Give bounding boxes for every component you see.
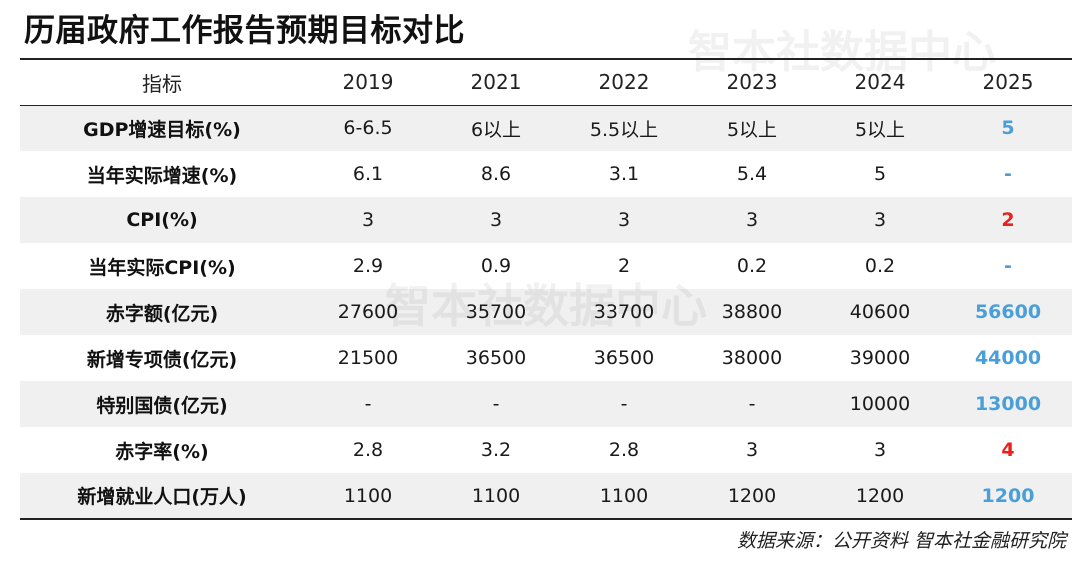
targets-table: 指标 2019 2021 2022 2023 2024 2025 GDP增速目标…	[20, 58, 1072, 520]
table-cell: 27600	[304, 289, 432, 335]
table-row: CPI(%) 3 3 3 3 3 2	[20, 197, 1072, 243]
row-label: 当年实际增速(%)	[86, 164, 238, 187]
table-row: 新增专项债(亿元) 21500 36500 36500 38000 39000 44000	[20, 335, 1072, 381]
table-cell: 3	[560, 197, 688, 243]
table-cell: 1100	[560, 473, 688, 520]
table-cell-2025-highlight: 13000	[944, 381, 1072, 427]
table-cell: 3	[688, 197, 816, 243]
table-cell: 5以上	[688, 105, 816, 151]
table-cell: 2	[617, 255, 631, 277]
table-cell: 1100	[304, 473, 432, 520]
table-cell: 8.6	[480, 163, 512, 185]
row-label: 当年实际CPI(%)	[88, 256, 236, 279]
table-cell: 3	[432, 197, 560, 243]
row-label: CPI(%)	[20, 197, 304, 243]
row-label: 新增专项债(亿元)	[86, 348, 238, 371]
header-indicator: 指标	[20, 58, 304, 106]
table-cell-2025-highlight: -	[1004, 255, 1012, 277]
header-year: 2023	[688, 58, 816, 106]
table-cell: 36500	[465, 347, 527, 369]
table-cell: 36500	[593, 347, 655, 369]
table-cell-2025-highlight: 4	[1001, 439, 1015, 461]
table-cell: 40600	[816, 289, 944, 335]
table-cell: 39000	[849, 347, 911, 369]
row-label: 赤字额(亿元)	[20, 289, 304, 335]
table-cell-2025-highlight: 56600	[944, 289, 1072, 335]
table-cell: 21500	[337, 347, 399, 369]
table-row: 赤字额(亿元) 27600 35700 33700 38800 40600 56600	[20, 289, 1072, 335]
header-year: 2019	[304, 58, 432, 106]
table-cell-2025-highlight: 44000	[974, 347, 1042, 369]
table-cell: 38800	[688, 289, 816, 335]
table-cell: 5.4	[736, 163, 768, 185]
table-cell: 6以上	[432, 105, 560, 151]
table-cell: 0.2	[736, 255, 768, 277]
row-label: 特别国债(亿元)	[20, 381, 304, 427]
table-cell: 3.2	[480, 439, 512, 461]
table-cell: 35700	[432, 289, 560, 335]
row-label: 赤字率(%)	[115, 440, 209, 463]
table-cell: -	[688, 381, 816, 427]
table-cell: 1100	[432, 473, 560, 520]
table-cell: 2.9	[352, 255, 384, 277]
header-year: 2022	[560, 58, 688, 106]
row-label: GDP增速目标(%)	[20, 105, 304, 151]
row-label: 新增就业人口(万人)	[20, 473, 304, 520]
table-cell-2025-highlight: 5	[944, 105, 1072, 151]
table-cell: 5.5以上	[560, 105, 688, 151]
table-cell: -	[432, 381, 560, 427]
table-cell: -	[304, 381, 432, 427]
table-row: 特别国债(亿元) - - - -10000 13000	[20, 381, 1072, 427]
table-cell: 2.8	[608, 439, 640, 461]
table-row: 赤字率(%) 2.8 3.2 2.8 3 3 4	[20, 427, 1072, 473]
table-cell-2025-highlight: -	[1004, 163, 1012, 185]
table-cell: 3	[304, 197, 432, 243]
table-cell: 3	[873, 439, 887, 461]
source-note: 数据来源：公开资料 智本社金融研究院	[736, 530, 1066, 552]
table-cell: 6.1	[352, 163, 384, 185]
header-year: 2021	[432, 58, 560, 106]
table-cell: 3.1	[608, 163, 640, 185]
table-header-row: 指标 2019 2021 2022 2023 2024 2025	[20, 58, 1072, 106]
table-row: 新增就业人口(万人) 1100 1100 1100 1200 1200 1200	[20, 473, 1072, 520]
table-cell: 6-6.5	[304, 105, 432, 151]
table-cell: 5以上	[816, 105, 944, 151]
table-cell: 0.9	[480, 255, 512, 277]
header-year: 2024	[816, 58, 944, 106]
table-cell: 33700	[560, 289, 688, 335]
table-cell: 1200	[688, 473, 816, 520]
table-cell-2025-highlight: 1200	[944, 473, 1072, 520]
table-cell: 10000	[816, 381, 944, 427]
table-cell: 0.2	[864, 255, 896, 277]
table-row: GDP增速目标(%) 6-6.5 6以上 5.5以上 5以上 5以上 5	[20, 105, 1072, 151]
table-cell: 3	[745, 439, 759, 461]
table-cell: 2.8	[352, 439, 384, 461]
table-cell: 1200	[816, 473, 944, 520]
table-cell: 38000	[721, 347, 783, 369]
page-title: 历届政府工作报告预期目标对比	[24, 13, 465, 49]
header-year: 2025	[944, 58, 1072, 106]
table-cell: -	[560, 381, 688, 427]
table-cell-2025-highlight: 2	[944, 197, 1072, 243]
table-cell: 3	[816, 197, 944, 243]
table-cell: 5	[873, 163, 887, 185]
table-row: 当年实际增速(%) 6.1 8.6 3.1 5.4 5 -	[20, 151, 1072, 197]
table-row: 当年实际CPI(%) 2.9 0.9 2 0.2 0.2 -	[20, 243, 1072, 289]
